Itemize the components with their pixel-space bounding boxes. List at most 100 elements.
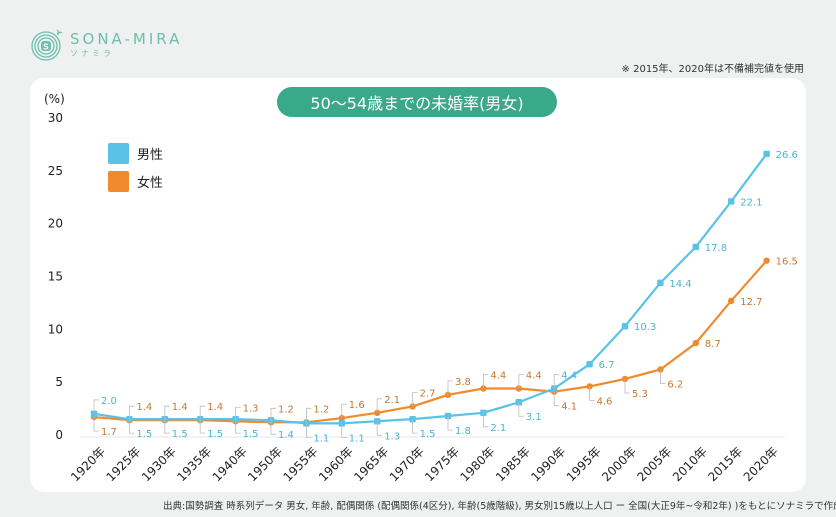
x-tick-label: 1955年 (281, 444, 321, 484)
female-series-line (93, 259, 768, 424)
data-label-leader (553, 374, 560, 389)
data-label-leader (482, 412, 489, 428)
x-tick-label: 2010年 (670, 444, 710, 484)
legend-swatch-male (108, 143, 129, 164)
legend-label-female: 女性 (137, 176, 164, 191)
source-footer: 出典:国勢調査 時系列データ 男女, 年齢, 配偶関係 (配偶関係(4区分), … (163, 501, 836, 512)
male-data-label: 1.8 (455, 426, 471, 437)
male-data-label: 6.7 (599, 360, 615, 371)
data-label-leader (235, 406, 241, 422)
female-data-label: 1.2 (278, 404, 294, 415)
female-data-point (621, 375, 629, 383)
female-data-label: 1.6 (349, 400, 365, 411)
female-data-label: 2.1 (384, 395, 400, 406)
x-tick-label: 1950年 (245, 444, 285, 484)
female-data-label: 6.2 (667, 379, 683, 390)
data-label-leader (376, 398, 383, 413)
male-data-label: 1.5 (207, 429, 223, 440)
female-data-label: 4.1 (561, 402, 577, 413)
data-label-leader (376, 421, 383, 436)
male-data-point (657, 279, 664, 287)
legend-swatch-female (108, 171, 129, 192)
data-label-leader (164, 419, 170, 434)
y-tick-label: 10 (48, 322, 63, 336)
data-label-leader (660, 369, 666, 384)
x-tick-label: 1990年 (528, 444, 568, 484)
data-label-leader (305, 423, 312, 438)
x-tick-label: 1970年 (387, 444, 427, 484)
male-data-label: 1.1 (313, 433, 329, 444)
imputation-note: ※ 2015年、2020年は不備補完値を使用 (621, 64, 804, 75)
female-data-point (657, 366, 664, 373)
male-data-point (621, 322, 629, 330)
x-tick-label: 1980年 (458, 444, 498, 484)
brand-logo: S SONA-MIRA ソナミラ (30, 28, 182, 62)
data-label-leader (128, 405, 135, 421)
x-tick-label: 2000年 (599, 444, 639, 484)
data-label-leader (447, 415, 453, 431)
data-label-leader (341, 423, 347, 438)
female-data-point (763, 257, 770, 264)
x-tick-label: 1930年 (139, 444, 179, 484)
data-label-leader (199, 419, 206, 434)
data-label-leader (412, 392, 418, 407)
female-data-label: 12.7 (740, 297, 762, 308)
data-label-leader (447, 380, 453, 395)
female-data-label: 1.2 (313, 404, 329, 415)
female-data-point (586, 383, 593, 390)
female-data-label: 1.4 (172, 402, 188, 413)
male-data-point (303, 420, 310, 427)
female-data-label: 3.8 (455, 377, 471, 388)
spiral-logo-icon: S (31, 29, 63, 61)
x-tick-label: 2005年 (635, 444, 675, 484)
male-data-point (763, 150, 770, 158)
female-data-label: 16.5 (776, 257, 798, 268)
data-label-leader (341, 403, 347, 419)
legend: 男性 女性 (108, 143, 163, 199)
male-data-label: 4.4 (561, 371, 577, 382)
x-tick-label: 1985年 (493, 444, 533, 484)
male-data-point (692, 243, 699, 251)
data-label-leader (235, 419, 241, 434)
data-label-leader (270, 420, 276, 435)
data-label-leader (270, 407, 276, 423)
chart-title: 50～54歳までの未婚率(男女) (277, 87, 557, 117)
y-tick-label: 15 (48, 270, 63, 284)
data-label-leader (624, 378, 630, 394)
data-label-leader (482, 374, 489, 389)
male-data-label: 1.5 (136, 429, 152, 440)
female-data-point (692, 339, 699, 347)
female-data-label: 8.7 (705, 339, 721, 350)
data-label-leader (518, 374, 524, 389)
male-data-label: 1.5 (420, 429, 436, 440)
female-data-label: 5.3 (632, 389, 648, 400)
brand-name: SONA-MIRA (70, 30, 183, 48)
x-tick-label: 1960年 (316, 444, 356, 484)
female-data-label: 1.7 (101, 427, 117, 438)
y-tick-label: 0 (55, 428, 63, 442)
data-label-leader (128, 419, 135, 434)
male-data-point (586, 361, 593, 368)
legend-label-male: 男性 (137, 148, 164, 163)
data-label-leader (518, 402, 524, 417)
male-data-label: 2.1 (490, 423, 506, 434)
x-tick-label: 1935年 (174, 444, 214, 484)
data-label-leader (553, 391, 560, 407)
data-label-leader (305, 407, 312, 423)
legend-item-female: 女性 (108, 171, 163, 192)
male-data-label: 1.1 (349, 433, 365, 444)
y-tick-label: 25 (48, 164, 63, 178)
female-data-label: 1.3 (243, 403, 259, 414)
x-tick-label: 1940年 (210, 444, 250, 484)
female-data-point (728, 297, 735, 305)
male-data-label: 17.8 (705, 243, 727, 254)
male-data-point (444, 412, 452, 420)
male-data-label: 22.1 (740, 197, 762, 208)
male-data-label: 3.1 (526, 412, 542, 423)
svg-text:S: S (43, 43, 49, 52)
data-label-leader (164, 405, 170, 421)
chart-card (30, 78, 806, 492)
male-data-label: 1.3 (384, 431, 400, 442)
brand-kana: ソナミラ (70, 49, 114, 58)
